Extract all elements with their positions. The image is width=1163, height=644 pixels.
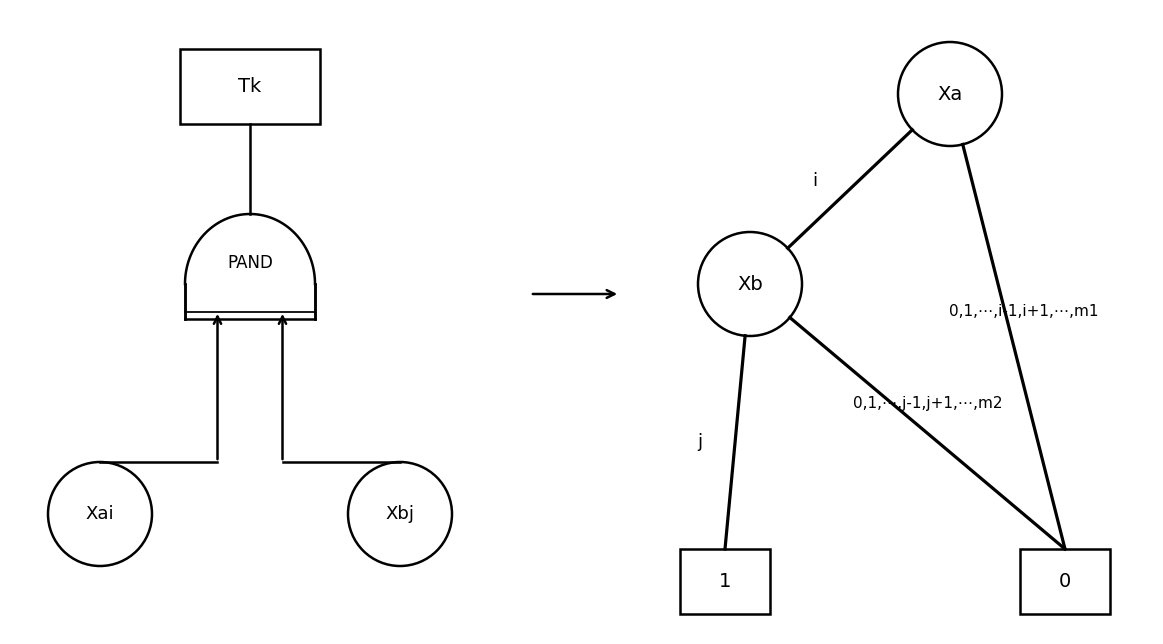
Text: 0,1,⋯,i-1,i+1,⋯,m1: 0,1,⋯,i-1,i+1,⋯,m1 [949,304,1099,319]
FancyBboxPatch shape [680,549,770,614]
Text: 1: 1 [719,572,732,591]
Text: Xai: Xai [86,505,114,523]
FancyBboxPatch shape [180,49,320,124]
Circle shape [898,42,1003,146]
Text: Tk: Tk [238,77,262,96]
Text: Xb: Xb [737,274,763,294]
Circle shape [48,462,152,566]
FancyBboxPatch shape [1020,549,1110,614]
FancyBboxPatch shape [185,214,315,319]
Text: i: i [813,172,818,190]
Circle shape [698,232,802,336]
Text: 0: 0 [1058,572,1071,591]
Circle shape [348,462,452,566]
Text: j: j [698,433,702,451]
Text: 0,1,⋯,j-1,j+1,⋯,m2: 0,1,⋯,j-1,j+1,⋯,m2 [852,395,1003,411]
Text: PAND: PAND [227,254,273,272]
Text: Xbj: Xbj [385,505,414,523]
Text: Xa: Xa [937,84,963,104]
